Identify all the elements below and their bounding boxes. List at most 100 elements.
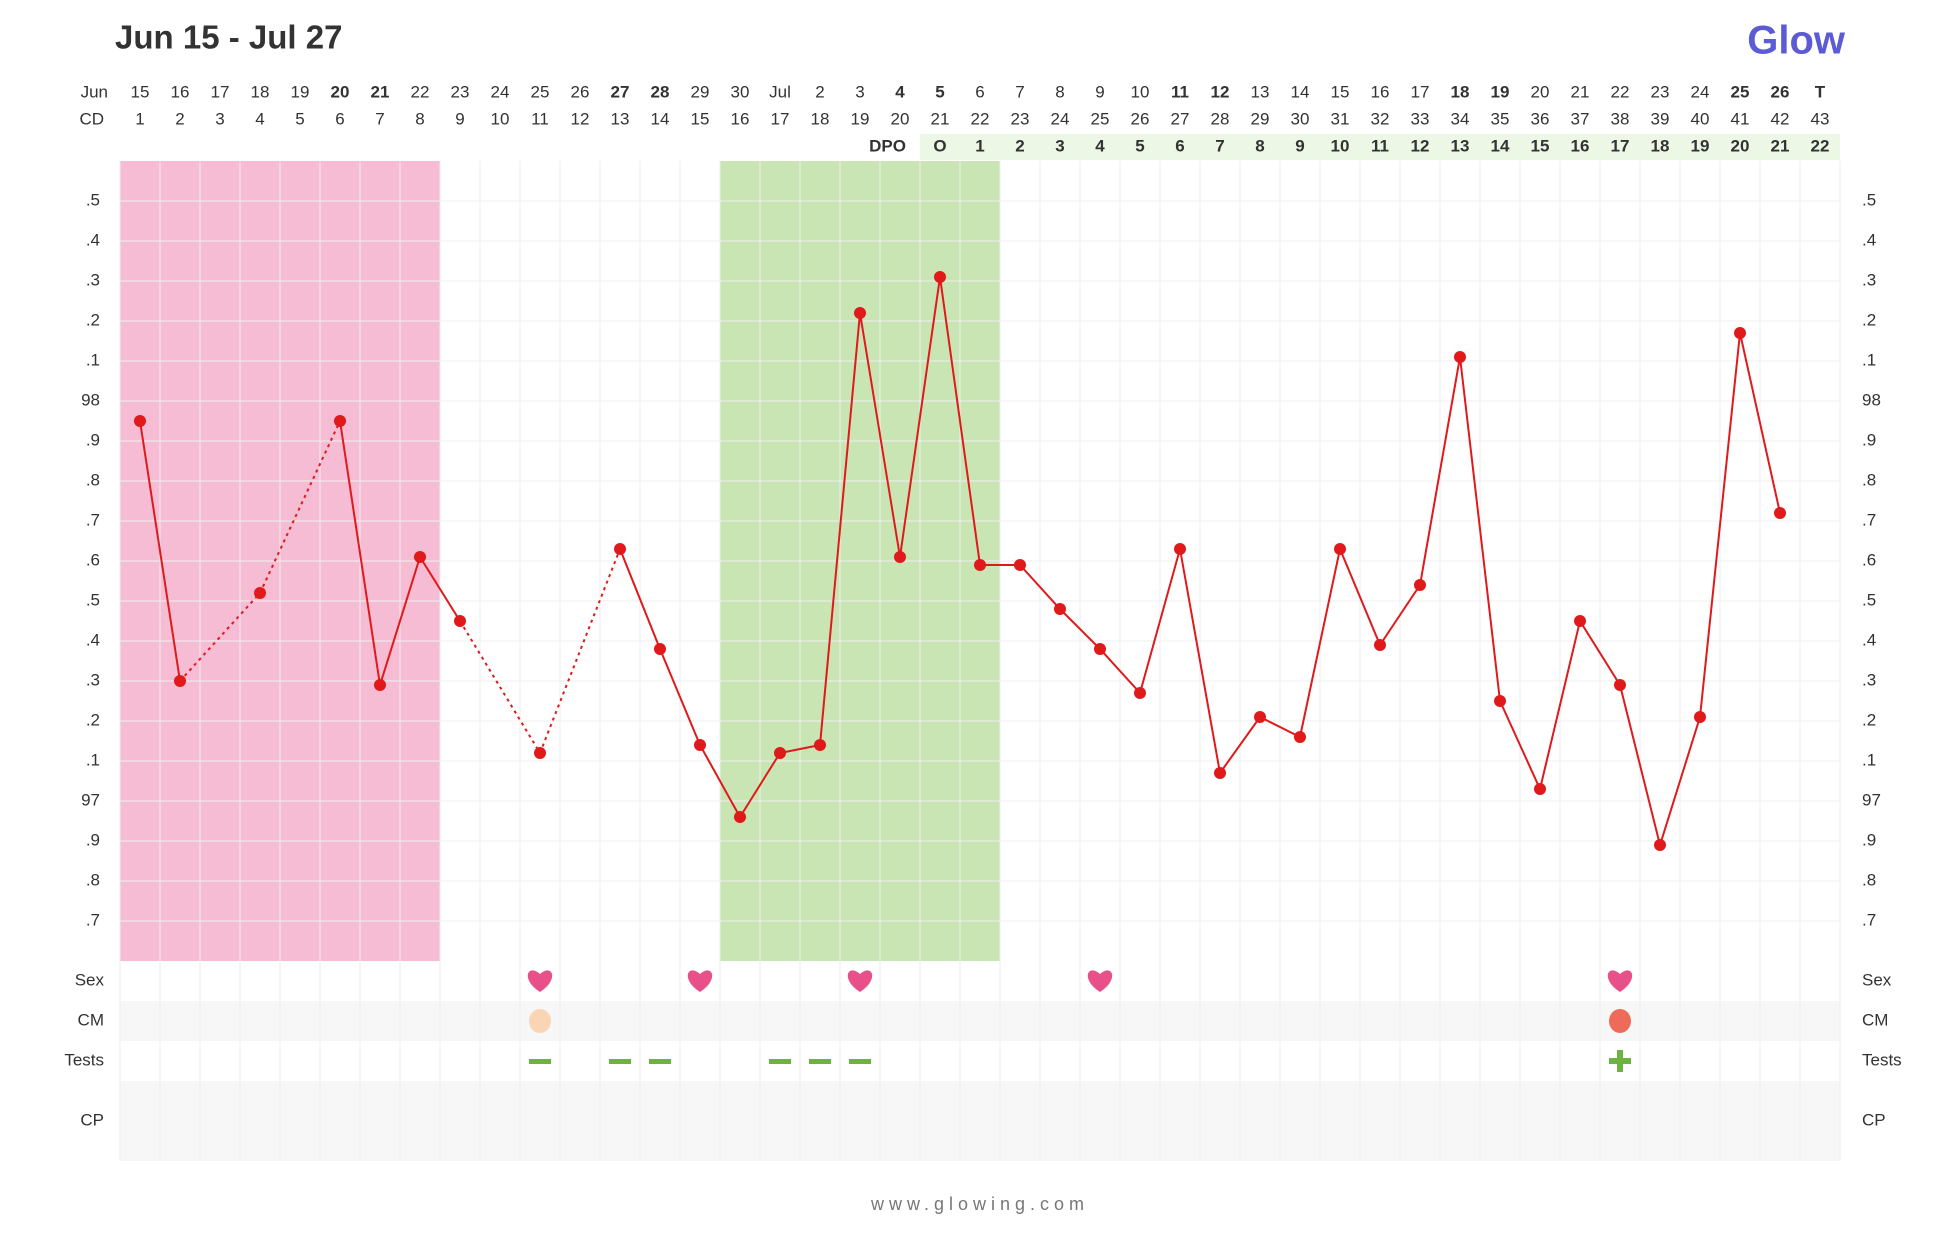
temperature-point: [894, 551, 906, 563]
date-label: 4: [895, 82, 905, 101]
y-tick-label: .2: [86, 310, 100, 329]
y-tick-label: .8: [86, 470, 100, 489]
row-background: [120, 1081, 1840, 1161]
sex-heart: [687, 970, 713, 992]
y-tick-label: 97: [81, 790, 100, 809]
cd-number: 38: [1611, 109, 1630, 128]
date-label: 18: [251, 82, 270, 101]
cd-number: 23: [1011, 109, 1030, 128]
cd-number: 26: [1131, 109, 1150, 128]
dpo-number: 2: [1015, 136, 1024, 155]
row-label-right: CM: [1862, 1010, 1888, 1029]
y-tick-label: .1: [86, 750, 100, 769]
temperature-point: [854, 307, 866, 319]
test-negative: [609, 1059, 631, 1064]
date-label: 17: [211, 82, 230, 101]
cd-number: 28: [1211, 109, 1230, 128]
dpo-number: 21: [1771, 136, 1790, 155]
dpo-number: 4: [1095, 136, 1105, 155]
temperature-point: [1014, 559, 1026, 571]
chart-title: Jun 15 - Jul 27: [115, 19, 342, 56]
temperature-line: [139, 420, 181, 682]
footer: www.glowing.com: [870, 1194, 1089, 1214]
y-tick-label-right: .6: [1862, 550, 1876, 569]
cd-number: 36: [1531, 109, 1550, 128]
cd-number: 7: [375, 109, 384, 128]
dpo-number: O: [933, 136, 946, 155]
date-label: 19: [1491, 82, 1510, 101]
date-label: 30: [731, 82, 750, 101]
y-tick-label: .1: [86, 350, 100, 369]
y-tick-label: .7: [86, 510, 100, 529]
y-tick-label: 98: [81, 390, 100, 409]
temperature-point: [1774, 507, 1786, 519]
cd-number: 27: [1171, 109, 1190, 128]
date-label: 16: [171, 82, 190, 101]
date-label: 21: [371, 82, 390, 101]
dpo-number: 9: [1295, 136, 1304, 155]
cd-number: 21: [931, 109, 950, 128]
temperature-point: [1534, 783, 1546, 795]
date-label: 9: [1095, 82, 1104, 101]
y-tick-label: .5: [86, 590, 100, 609]
temperature-point: [1454, 351, 1466, 363]
temperature-point: [934, 271, 946, 283]
row-background: [120, 1001, 1840, 1041]
dpo-number: 15: [1531, 136, 1550, 155]
dpo-number: 6: [1175, 136, 1184, 155]
temperature-point: [1094, 643, 1106, 655]
y-tick-label-right: .9: [1862, 430, 1876, 449]
cd-number: 3: [215, 109, 224, 128]
cd-number: 2: [175, 109, 184, 128]
cd-number: 34: [1451, 109, 1470, 128]
temperature-point: [734, 811, 746, 823]
sex-heart: [1087, 970, 1113, 992]
date-label: 17: [1411, 82, 1430, 101]
cd-number: 24: [1051, 109, 1070, 128]
temperature-point: [1054, 603, 1066, 615]
test-negative: [769, 1059, 791, 1064]
temperature-line: [619, 276, 1781, 849]
date-label: 13: [1251, 82, 1270, 101]
date-label: 20: [1531, 82, 1550, 101]
date-label: 19: [291, 82, 310, 101]
cd-number: 4: [255, 109, 264, 128]
temperature-point: [614, 543, 626, 555]
row-label: Sex: [75, 970, 105, 989]
y-tick-label-right: .3: [1862, 270, 1876, 289]
temperature-point: [1214, 767, 1226, 779]
dpo-number: 1: [975, 136, 984, 155]
cd-number: 25: [1091, 109, 1110, 128]
dpo-number: 16: [1571, 136, 1590, 155]
dpo-number: 12: [1411, 136, 1430, 155]
cd-number: 42: [1771, 109, 1790, 128]
cd-number: 13: [611, 109, 630, 128]
test-positive: [1609, 1050, 1631, 1072]
date-label: 11: [1171, 82, 1189, 101]
cd-number: 40: [1691, 109, 1710, 128]
cd-number: 22: [971, 109, 990, 128]
temperature-point: [1134, 687, 1146, 699]
row-label-right: Tests: [1862, 1050, 1902, 1069]
row-label: CP: [80, 1110, 104, 1129]
brand-logo: Glow: [1747, 19, 1846, 63]
cd-number: 19: [851, 109, 870, 128]
dpo-band: [920, 134, 1840, 160]
dpo-number: 8: [1255, 136, 1264, 155]
y-tick-label-right: .5: [1862, 190, 1876, 209]
cd-number: 33: [1411, 109, 1430, 128]
y-tick-label: .9: [86, 830, 100, 849]
temperature-point: [774, 747, 786, 759]
y-tick-label-right: .8: [1862, 470, 1876, 489]
dpo-number: 11: [1371, 136, 1389, 155]
cd-number: 1: [135, 109, 144, 128]
cd-number: 16: [731, 109, 750, 128]
date-label: 7: [1015, 82, 1024, 101]
y-tick-label-right: .5: [1862, 590, 1876, 609]
dpo-number: 19: [1691, 136, 1710, 155]
sex-heart: [847, 970, 873, 992]
temperature-point: [254, 587, 266, 599]
cd-number: 39: [1651, 109, 1670, 128]
y-tick-label: .5: [86, 190, 100, 209]
